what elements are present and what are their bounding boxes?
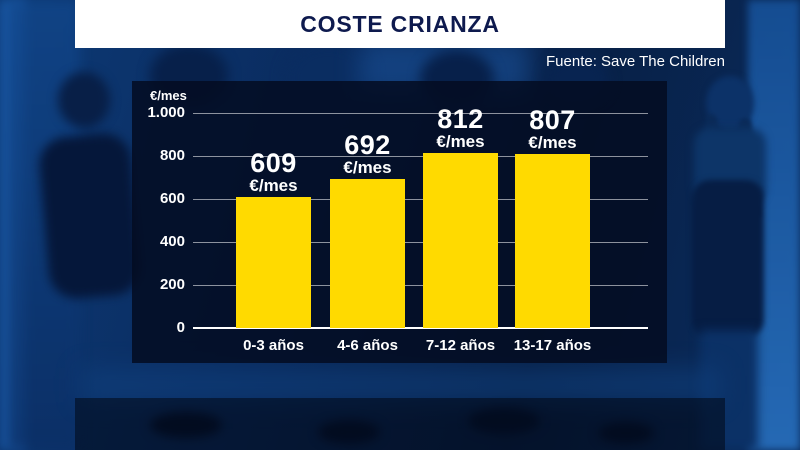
- bar-value-number: 807: [529, 105, 576, 136]
- bar-value-label: 692 €/mes: [308, 131, 428, 176]
- x-tick-label: 0-3 años: [243, 337, 304, 354]
- bar-value-unit: €/mes: [436, 132, 485, 152]
- y-gridline: [193, 327, 648, 329]
- y-gridline: [193, 156, 648, 157]
- bar-chart: 0 200 400 600 800 1.000 609 €/mes 0-3 años 692 €/m…: [132, 81, 667, 363]
- y-tick-label: 600: [159, 190, 185, 207]
- chart-panel: €/mes 0 200 400 600 800 1.000 609 €/mes 0-3 años…: [132, 81, 667, 363]
- bar: [423, 153, 498, 328]
- y-gridline: [193, 285, 648, 286]
- bar-value-label: 609 €/mes: [214, 149, 334, 194]
- x-tick-label: 4-6 años: [337, 337, 398, 354]
- bar-value-unit: €/mes: [528, 133, 577, 153]
- y-gridline: [193, 113, 648, 114]
- floor-light-streak: [80, 368, 720, 402]
- bar-value-unit: €/mes: [249, 176, 298, 196]
- y-tick-label: 400: [159, 233, 185, 250]
- bar-value-number: 692: [344, 130, 391, 161]
- y-axis-unit-label: €/mes: [150, 88, 187, 103]
- bar-value-number: 609: [250, 148, 297, 179]
- x-tick-label: 13-17 años: [513, 337, 592, 354]
- bar-value-label: 807 €/mes: [493, 106, 613, 151]
- bar: [330, 179, 405, 328]
- y-tick-label: 200: [159, 276, 185, 293]
- girl-backpack-silhouette: [692, 180, 764, 338]
- y-tick-label: 800: [159, 147, 185, 164]
- y-gridline: [193, 199, 648, 200]
- title-banner: COSTE CRIANZA: [75, 0, 725, 48]
- bar-value-number: 812: [437, 104, 484, 135]
- x-tick-label: 7-12 años: [425, 337, 496, 354]
- lower-third-band: [75, 398, 725, 450]
- student-backpack-silhouette-left: [37, 131, 143, 301]
- bar-value-unit: €/mes: [343, 158, 392, 178]
- y-tick-label: 1.000: [147, 104, 185, 121]
- bar: [515, 154, 590, 328]
- source-attribution: Fuente: Save The Children: [546, 53, 725, 70]
- y-gridline: [193, 242, 648, 243]
- bar-value-label: 812 €/mes: [401, 105, 521, 150]
- student-head-silhouette-left: [58, 72, 110, 128]
- y-tick-label: 0: [176, 319, 185, 336]
- bar: [236, 197, 311, 328]
- page-title: COSTE CRIANZA: [300, 10, 500, 37]
